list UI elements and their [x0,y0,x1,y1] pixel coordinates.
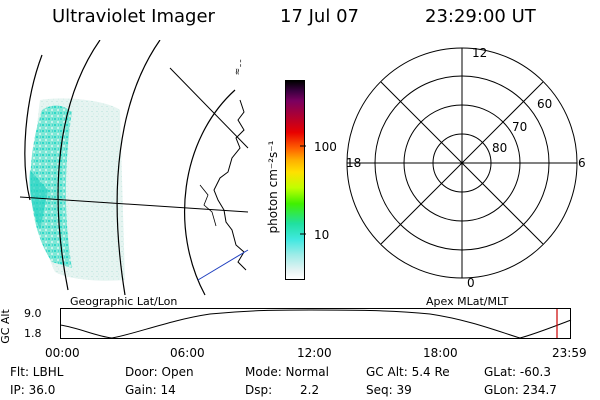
mlt-label-0: 0 [467,276,475,290]
mlt-label-6: 6 [578,156,586,170]
apex-caption: Apex MLat/MLT [426,295,509,308]
altitude-plot [60,308,572,339]
dsp-value: 2.2 [300,383,320,397]
dsp-label: Dsp: [245,383,273,397]
coastline [213,99,247,271]
instrument-title: Ultraviolet Imager [52,6,215,27]
gc-alt-info: GC Alt: 5.4 Re [366,365,450,379]
altitude-ytick-low: 1.8 [24,327,42,340]
gain-info: Gain: 14 [125,383,176,397]
geographic-caption: Geographic Lat/Lon [70,295,178,308]
color-scale-ticks [300,145,306,235]
color-scale-bar [285,80,305,280]
glat-info: GLat: -60.3 [484,365,551,379]
time-tick-1800: 18:00 [423,346,458,360]
altitude-ylabel: GC Alt [0,309,12,344]
geographic-image [19,40,249,296]
mlat-label-60: 60 [537,97,553,111]
mlt-label-12: 12 [472,46,488,60]
polar-plot [346,47,578,279]
time-tick-1200: 12:00 [297,346,332,360]
date-label: 17 Jul 07 [280,6,359,27]
glon-info: GLon: 234.7 [484,383,557,397]
colorbar-tick-10: 10 [314,228,330,242]
filter-info: Flt: LBHL [10,365,64,379]
limb-annotation: ¯¯≈ [231,58,242,76]
seq-info: Seq: 39 [366,383,412,397]
ip-info: IP: 36.0 [10,383,56,397]
mlat-label-70: 70 [512,120,528,134]
altitude-ytick-high: 9.0 [24,307,42,320]
time-tick-0600: 06:00 [170,346,205,360]
colorbar-tick-100: 100 [314,140,337,154]
time-tick-0000: 00:00 [45,346,80,360]
mlt-label-18: 18 [346,156,362,170]
colorbar-unit-label: photon cm⁻²s⁻¹ [266,140,280,234]
time-tick-2359: 23:59 [552,346,587,360]
time-label: 23:29:00 UT [425,6,536,27]
mode-info: Mode: Normal [245,365,329,379]
mlat-label-80: 80 [492,141,508,155]
door-info: Door: Open [125,365,194,379]
